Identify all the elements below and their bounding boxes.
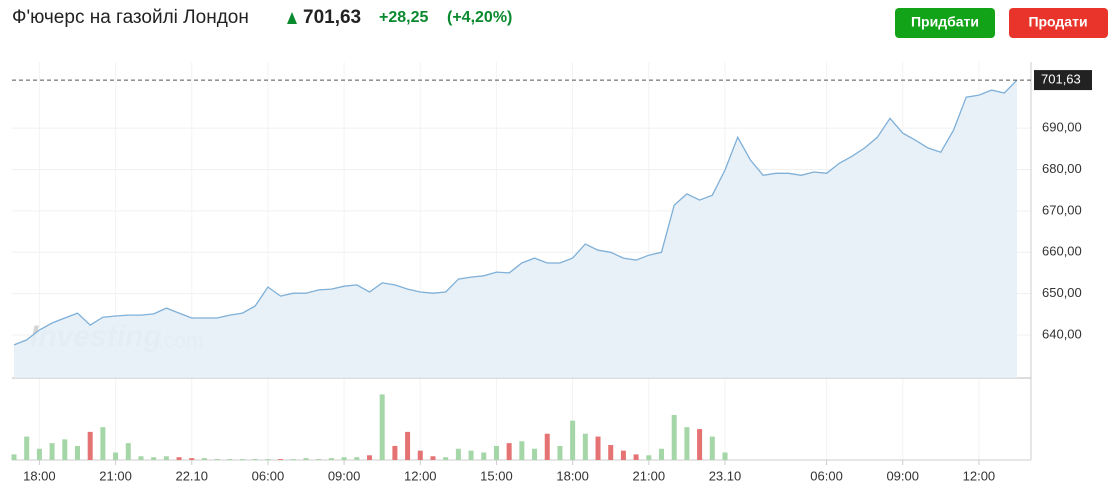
volume-bar — [11, 454, 17, 460]
volume-bar — [62, 439, 68, 460]
volume-bar — [557, 445, 563, 460]
sell-button[interactable] — [1009, 8, 1108, 38]
volume-bar — [671, 415, 677, 460]
y-tick-label: 660,00 — [1042, 244, 1082, 259]
last-price-box — [1034, 70, 1092, 91]
volume-bar — [24, 436, 30, 460]
volume-bar — [570, 420, 576, 460]
volume-bar — [303, 458, 309, 460]
change: +28,25 — [379, 9, 428, 26]
y-tick-label: 670,00 — [1042, 202, 1082, 217]
volume-bar — [697, 429, 703, 460]
x-tick-label: 06:00 — [810, 468, 843, 483]
volume-bar — [519, 441, 525, 460]
x-tick-label: 12:00 — [963, 468, 996, 483]
x-tick-label: 09:00 — [328, 468, 361, 483]
volume-bar — [278, 459, 284, 460]
volume-bar — [608, 445, 614, 460]
volume-bar — [87, 431, 93, 460]
x-tick-label: 12:00 — [404, 468, 437, 483]
volume-bar — [430, 456, 436, 460]
buy-label[interactable]: Придбати — [911, 14, 979, 30]
volume-bar — [341, 457, 347, 460]
x-tick-label: 15:00 — [480, 468, 513, 483]
x-tick-label: 06:00 — [252, 468, 285, 483]
volume-bar — [544, 433, 550, 460]
volume-bar — [646, 455, 652, 460]
volume-bar — [620, 450, 626, 460]
volume-bar — [633, 454, 639, 460]
volume-bar — [443, 457, 449, 460]
y-tick-label: 690,00 — [1042, 120, 1082, 135]
sell-label[interactable]: Продати — [1028, 14, 1087, 30]
volume-bar — [125, 443, 131, 460]
x-tick-label: 22.10 — [175, 468, 208, 483]
x-tick-label: 21:00 — [99, 468, 132, 483]
volume-bar — [684, 427, 690, 460]
volume-bar — [379, 394, 385, 460]
volume-bar — [493, 445, 499, 460]
volume-bar — [328, 458, 334, 460]
volume-bar — [265, 459, 271, 460]
x-tick-label: 21:00 — [633, 468, 666, 483]
volume-bar — [214, 459, 220, 460]
volume-bar — [252, 459, 258, 460]
volume-bar — [151, 457, 157, 460]
volume-bar — [468, 450, 474, 460]
price: 701,63 — [303, 7, 361, 28]
volume-bar — [74, 445, 80, 460]
volume-bar — [532, 448, 538, 460]
x-tick-label: 18:00 — [23, 468, 56, 483]
price-line — [13, 79, 1018, 346]
last-price-label: 701,63 — [1041, 72, 1081, 87]
volume-bar — [405, 431, 411, 460]
volume-bar — [138, 456, 144, 460]
volume-bar — [201, 458, 207, 460]
volume-bar — [582, 433, 588, 460]
buy-button[interactable] — [895, 8, 995, 38]
y-tick-label: 650,00 — [1042, 285, 1082, 300]
volume-bar — [316, 459, 322, 460]
y-tick-label: 680,00 — [1042, 161, 1082, 176]
volume-bar — [417, 450, 423, 460]
volume-bar — [176, 457, 182, 460]
volume-bar — [366, 455, 372, 460]
x-tick-label: 09:00 — [886, 468, 919, 483]
volume-bar — [481, 452, 487, 460]
volume-bar — [659, 448, 665, 460]
volume-bar — [290, 459, 296, 460]
volume-bar — [49, 443, 55, 460]
volume-bar — [595, 436, 601, 460]
volume-bar — [36, 448, 42, 460]
up-arrow — [287, 12, 297, 24]
x-tick-label: 18:00 — [556, 468, 589, 483]
volume-bar — [227, 459, 233, 460]
volume-bar — [455, 448, 461, 460]
volume-bar — [163, 456, 169, 460]
volume-bar — [113, 452, 119, 460]
volume-bar — [506, 443, 512, 460]
y-tick-label: 640,00 — [1042, 326, 1082, 341]
price-area — [14, 80, 1017, 378]
x-tick-label: 23.10 — [709, 468, 742, 483]
volume-bar — [722, 452, 728, 460]
volume-bar — [240, 459, 246, 460]
volume-bar — [354, 457, 360, 460]
change-pct: (+4,20%) — [447, 9, 512, 26]
volume-bar — [709, 436, 715, 460]
volume-bar — [392, 445, 398, 460]
volume-bar — [100, 427, 106, 460]
chart-title: Ф'ючерс на газойлі Лондон — [12, 7, 249, 28]
volume-bar — [189, 458, 195, 460]
